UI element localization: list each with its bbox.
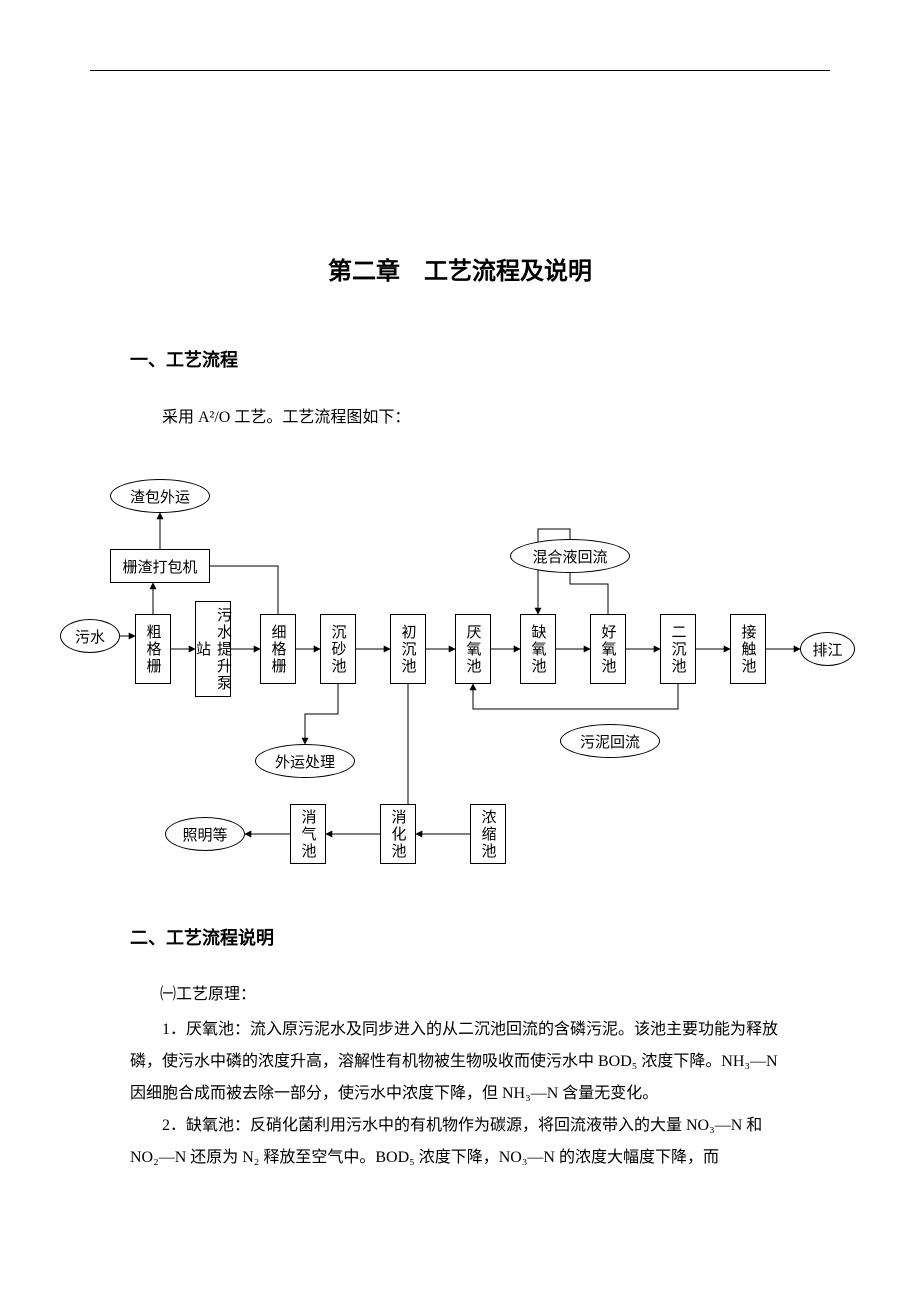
flow-node-nong: 浓缩池	[470, 804, 506, 864]
flow-node-cu: 粗格栅	[135, 614, 171, 684]
flow-node-sludge: 污泥回流	[560, 724, 660, 758]
chapter-title: 第二章 工艺流程及说明	[90, 251, 830, 286]
flow-node-xi: 细格栅	[260, 614, 296, 684]
paragraph-2: 2．缺氧池：反硝化菌利用污水中的有机物作为碳源，将回流液带入的大量 NO₃—N …	[130, 1110, 790, 1174]
flow-node-sand: 沉砂池	[320, 614, 356, 684]
flow-node-xiaoqi: 消气池	[290, 804, 326, 864]
section-2-heading: 二、工艺流程说明	[130, 924, 830, 950]
top-rule	[90, 70, 830, 71]
flow-node-sewage: 污水	[60, 619, 120, 653]
paragraph-1: 1．厌氧池：流入原污泥水及同步进入的从二沉池回流的含磷污泥。该池主要功能为释放磷…	[130, 1014, 790, 1110]
flow-node-er: 二沉池	[660, 614, 696, 684]
flow-node-packer: 栅渣打包机	[110, 549, 210, 583]
flow-node-chu: 初沉池	[390, 614, 426, 684]
flow-node-que: 缺氧池	[520, 614, 556, 684]
sub-heading-1: ㈠工艺原理：	[160, 980, 830, 1004]
process-flowchart: 污水 渣包外运栅渣打包机粗格栅污水提升泵站细格栅沉砂池初沉池厌氧池缺氧池好氧池二沉…	[60, 464, 840, 894]
flow-node-zha_out: 渣包外运	[110, 479, 210, 513]
flow-node-yan: 厌氧池	[455, 614, 491, 684]
flow-node-mix: 混合液回流	[510, 539, 630, 573]
flow-node-hao: 好氧池	[590, 614, 626, 684]
flow-node-out_proc: 外运处理	[255, 744, 355, 778]
section-1-heading: 一、工艺流程	[130, 346, 830, 372]
flow-node-pump: 污水提升泵站	[195, 601, 231, 697]
flow-node-xiaohua: 消化池	[380, 804, 416, 864]
flow-node-pai: 排江	[800, 632, 855, 666]
flow-node-light: 照明等	[165, 817, 245, 851]
flow-node-jie: 接触池	[730, 614, 766, 684]
intro-line: 采用 A²/O 工艺。工艺流程图如下：	[130, 402, 790, 434]
